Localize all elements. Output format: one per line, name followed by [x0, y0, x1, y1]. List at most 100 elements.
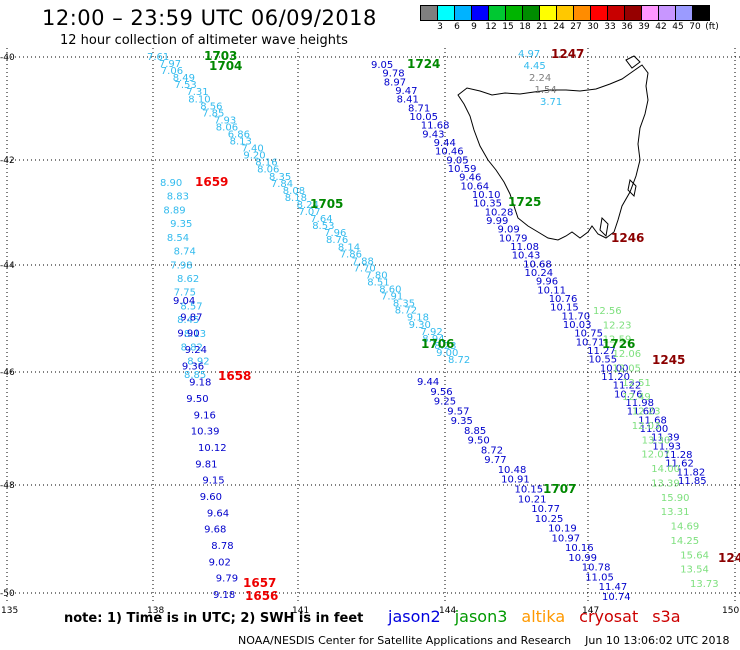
wave-height-value: 9.77: [484, 455, 506, 466]
wave-height-value: 10.97: [552, 533, 581, 544]
wave-height-value: 9.90: [177, 329, 199, 340]
wave-height-value: 10.91: [501, 475, 530, 486]
wave-height-value: 12.05: [612, 364, 641, 375]
wave-height-value: 10.15: [515, 485, 544, 496]
wave-height-value: 9.56: [430, 387, 452, 398]
wave-height-value: 15.64: [680, 550, 709, 561]
colorbar-tick-label: 42: [655, 22, 667, 32]
legend-cryosat: cryosat: [579, 607, 639, 626]
wave-height-value: 10.71: [576, 337, 605, 348]
wave-height-value: 10.68: [523, 259, 552, 270]
pass-time-label: 1707: [543, 482, 576, 496]
wave-height-value: 10.15: [550, 303, 579, 314]
wave-height-value: 12.03: [632, 421, 661, 432]
wave-height-value: 10.76: [549, 294, 578, 305]
wave-height-value: 11.22: [613, 381, 642, 392]
wave-height-value: 8.57: [180, 301, 202, 312]
wave-height-value: 9.36: [182, 361, 204, 372]
lat-lon-grid: -40 -42 -44 -46 -48 -50 135 138 141 144 147 150: [0, 48, 740, 616]
wave-height-value: 7.92: [421, 327, 443, 338]
wave-height-value: 1.54: [535, 85, 557, 96]
colorbar-tick-label: 18: [519, 22, 531, 32]
colorbar-tick-label: 70: [689, 22, 701, 32]
wave-height-value: 12.07: [641, 450, 670, 461]
wave-height-value: 12.59: [603, 335, 632, 346]
wave-height-value: 10.48: [498, 465, 527, 476]
colorbar-tick-label: 12: [485, 22, 497, 32]
wave-height-value: 8.74: [174, 247, 196, 258]
wave-height-value: 8.60: [379, 285, 401, 296]
maria-island: [627, 178, 637, 198]
pass-time-label: 1246: [611, 231, 644, 245]
pass-time-label: 1725: [508, 195, 541, 209]
wave-height-value: 10.75: [574, 329, 603, 340]
pass-time-label: 1704: [209, 59, 242, 73]
wave-height-value: 8.62: [177, 274, 199, 285]
lat-label: -50: [0, 589, 15, 599]
wave-height-value: 8.13: [230, 137, 252, 148]
wave-height-value: 9.35: [170, 219, 192, 230]
wave-height-value: 9.16: [194, 410, 216, 421]
wave-height-value: 8.10: [188, 94, 210, 105]
wave-height-value: 10.21: [518, 494, 547, 505]
colorbar-tick-label: (ft): [705, 22, 719, 32]
wave-height-value: 9.79: [216, 574, 238, 585]
wave-height-value: 7.07: [298, 207, 320, 218]
wave-height-value: 10.19: [548, 524, 577, 535]
wave-height-value: 14.00: [651, 464, 680, 475]
wave-height-value: 9.50: [468, 436, 490, 447]
lon-label: 150: [722, 606, 739, 616]
legend-altika: altika: [521, 607, 566, 626]
wave-height-value: 8.94: [422, 334, 444, 345]
wave-height-value: 10.43: [512, 251, 541, 262]
wave-height-value: 11.98: [625, 398, 654, 409]
wave-height-value: 8.45: [177, 315, 199, 326]
wave-height-value: 7.97: [159, 59, 181, 70]
wave-height-value: 7.53: [175, 80, 197, 91]
wave-height-value: 4.97: [518, 49, 540, 60]
lon-label: 138: [147, 606, 164, 616]
wave-height-value: 7.88: [352, 256, 374, 267]
wave-height-value: 4.45: [524, 61, 546, 72]
wave-height-value: 9.87: [180, 312, 202, 323]
lon-label: 147: [582, 606, 599, 616]
wave-height-value: 12.23: [632, 407, 661, 418]
wave-height-value: 10.74: [602, 592, 631, 603]
pass-time-label: 1658: [218, 369, 251, 383]
wave-height-value: 8.14: [338, 242, 360, 253]
wave-height-value: 10.76: [614, 389, 643, 400]
wave-height-value: 9.02: [209, 557, 231, 568]
tasmania-coastline: [457, 55, 649, 241]
wave-height-value: 7.64: [310, 214, 332, 225]
wave-height-value: 11.62: [665, 459, 694, 470]
wave-height-value: 8.71: [408, 103, 430, 114]
wave-height-value: 8.23: [434, 341, 456, 352]
wave-height-value: 11.00: [640, 424, 669, 435]
pass-time-label: 1245: [652, 353, 685, 367]
wave-height-value: 11.68: [638, 415, 667, 426]
wave-height-value: 8.13: [184, 329, 206, 340]
wave-height-value: 8.72: [481, 445, 503, 456]
lat-label: -44: [0, 261, 15, 271]
wave-height-value: 10.39: [191, 427, 220, 438]
wave-height-value: 9.46: [459, 173, 481, 184]
wave-height-value: 10.12: [198, 443, 227, 454]
wave-height-value: 3.71: [540, 97, 562, 108]
wave-height-value: 9.09: [498, 225, 520, 236]
wave-height-value: 7.75: [174, 288, 196, 299]
pass-time-label: 1703: [204, 49, 237, 63]
lat-label: -40: [0, 53, 15, 63]
lon-label: 135: [1, 606, 18, 616]
wave-height-value: 9.44: [417, 377, 439, 388]
wave-height-value: 9.78: [382, 69, 404, 80]
lat-label: -46: [0, 368, 15, 378]
wave-height-value: 2.24: [529, 73, 551, 84]
wave-height-value: 7.85: [202, 108, 224, 119]
wave-height-value: 11.05: [585, 573, 614, 584]
colorbar-tick-label: 36: [621, 22, 633, 32]
wave-height-value: 14.69: [671, 522, 700, 533]
wave-height-value: 9.68: [204, 525, 226, 536]
wave-height-value: 13.31: [661, 507, 690, 518]
wave-height-value: 10.03: [563, 320, 592, 331]
